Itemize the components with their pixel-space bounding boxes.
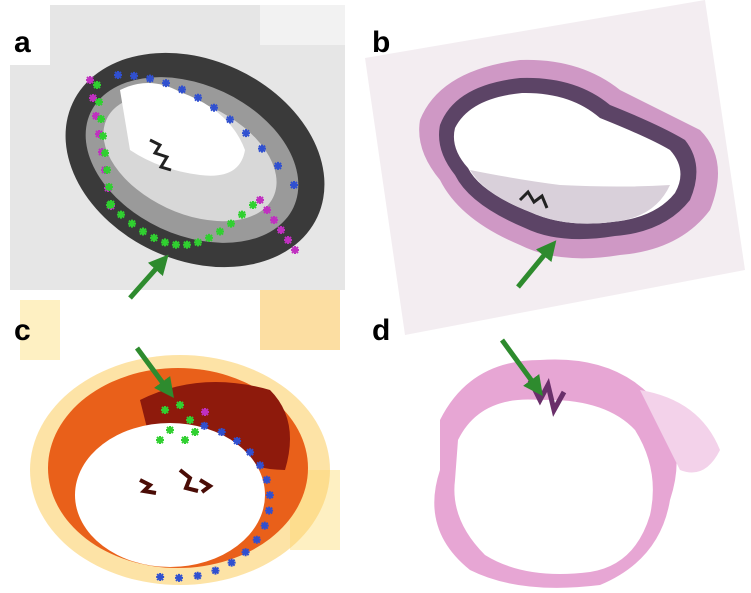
star-marker bbox=[210, 104, 218, 112]
star-marker bbox=[97, 115, 105, 123]
star-marker bbox=[161, 406, 169, 414]
star-marker bbox=[263, 476, 271, 484]
star-marker bbox=[256, 461, 264, 469]
star-marker bbox=[270, 216, 278, 224]
figure: a b c d bbox=[0, 0, 751, 593]
star-marker bbox=[253, 536, 261, 544]
star-marker bbox=[284, 236, 292, 244]
star-marker bbox=[117, 211, 125, 219]
star-marker bbox=[291, 246, 299, 254]
star-marker bbox=[146, 75, 154, 83]
star-marker bbox=[130, 72, 138, 80]
star-marker bbox=[233, 437, 241, 445]
star-marker bbox=[256, 196, 264, 204]
panel-d-image bbox=[434, 359, 720, 587]
star-marker bbox=[156, 436, 164, 444]
star-marker bbox=[227, 220, 235, 228]
star-marker bbox=[274, 162, 282, 170]
star-marker bbox=[266, 491, 274, 499]
star-marker bbox=[246, 448, 254, 456]
star-marker bbox=[261, 522, 269, 530]
star-marker bbox=[263, 206, 271, 214]
star-marker bbox=[114, 71, 122, 79]
star-marker bbox=[176, 401, 184, 409]
star-marker bbox=[205, 234, 213, 242]
star-marker bbox=[194, 94, 202, 102]
star-marker bbox=[93, 81, 101, 89]
star-marker bbox=[290, 181, 298, 189]
star-marker bbox=[106, 201, 114, 209]
panel-a-image bbox=[10, 5, 360, 308]
star-marker bbox=[216, 228, 224, 236]
panel-label: a bbox=[14, 26, 31, 59]
panel-label: b bbox=[372, 26, 390, 59]
star-marker bbox=[181, 436, 189, 444]
star-marker bbox=[156, 573, 164, 581]
star-marker bbox=[226, 116, 234, 124]
star-marker bbox=[101, 149, 109, 157]
star-marker bbox=[201, 408, 209, 416]
star-marker bbox=[178, 86, 186, 94]
star-marker bbox=[86, 76, 94, 84]
star-marker bbox=[277, 226, 285, 234]
star-marker bbox=[128, 220, 136, 228]
star-marker bbox=[183, 241, 191, 249]
star-marker bbox=[161, 238, 169, 246]
star-marker bbox=[242, 548, 250, 556]
star-marker bbox=[162, 79, 170, 87]
star-marker bbox=[258, 145, 266, 153]
star-marker bbox=[228, 559, 236, 567]
star-marker bbox=[89, 94, 97, 102]
star-marker bbox=[249, 201, 257, 209]
panel-c-image bbox=[10, 290, 345, 593]
star-marker bbox=[175, 574, 183, 582]
star-marker bbox=[166, 426, 174, 434]
star-marker bbox=[191, 428, 199, 436]
star-marker bbox=[194, 572, 202, 580]
star-marker bbox=[150, 234, 158, 242]
panel-b-image bbox=[365, 0, 745, 335]
panel-label: d bbox=[372, 314, 390, 347]
star-marker bbox=[172, 241, 180, 249]
panel-label: c bbox=[14, 314, 31, 347]
star-marker bbox=[105, 183, 113, 191]
star-marker bbox=[242, 129, 250, 137]
star-marker bbox=[139, 228, 147, 236]
star-marker bbox=[238, 211, 246, 219]
star-marker bbox=[218, 428, 226, 436]
star-marker bbox=[103, 166, 111, 174]
star-marker bbox=[186, 416, 194, 424]
star-marker bbox=[200, 422, 208, 430]
star-marker bbox=[211, 567, 219, 575]
star-marker bbox=[265, 507, 273, 515]
star-marker bbox=[194, 238, 202, 246]
star-marker bbox=[95, 98, 103, 106]
star-marker bbox=[99, 132, 107, 140]
